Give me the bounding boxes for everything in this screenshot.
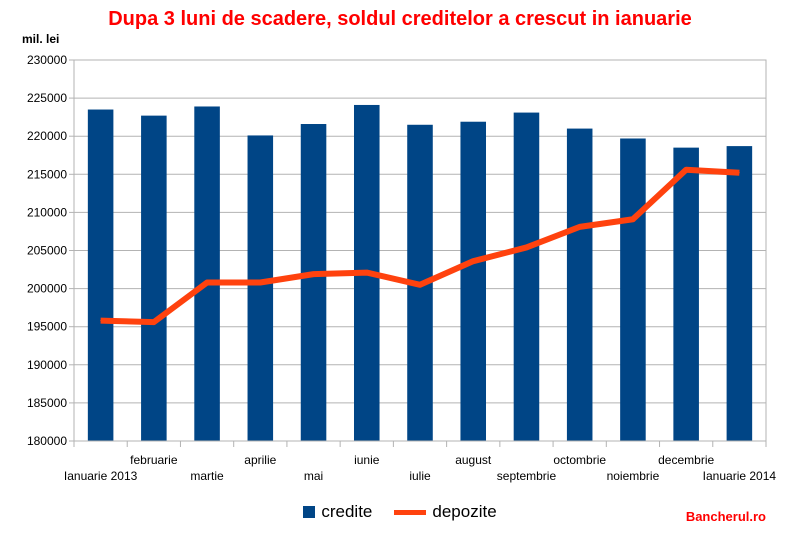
axes bbox=[69, 59, 767, 447]
point-depozite bbox=[313, 273, 315, 275]
x-tick-label: august bbox=[455, 453, 492, 467]
point-depozite bbox=[579, 226, 581, 228]
y-tick-label: 190000 bbox=[27, 358, 67, 372]
point-depozite bbox=[366, 272, 368, 274]
point-depozite bbox=[259, 282, 261, 284]
bar-series-credite bbox=[87, 104, 753, 442]
bar-credite bbox=[300, 124, 327, 442]
x-tick-label: decembrie bbox=[658, 453, 714, 467]
x-tick-label: mai bbox=[304, 469, 323, 483]
y-tick-label: 185000 bbox=[27, 396, 67, 410]
point-depozite bbox=[153, 321, 155, 323]
bar-credite bbox=[141, 115, 167, 441]
y-tick-label: 205000 bbox=[27, 244, 67, 258]
point-depozite bbox=[472, 260, 474, 262]
bar-credite bbox=[247, 135, 274, 442]
bar-credite bbox=[513, 112, 540, 441]
y-tick-label: 230000 bbox=[27, 53, 67, 67]
x-tick-label: iulie bbox=[409, 469, 431, 483]
y-tick-label: 200000 bbox=[27, 282, 67, 296]
x-tick-label: octombrie bbox=[553, 453, 606, 467]
bar-credite bbox=[566, 128, 593, 441]
x-tick-labels: Ianuarie 2013 februarie martie aprilie mai iu… bbox=[64, 453, 776, 483]
legend-label-credite: credite bbox=[321, 502, 373, 521]
point-depozite bbox=[738, 172, 740, 174]
y-tick-label: 225000 bbox=[27, 91, 67, 105]
y-tick-label: 180000 bbox=[27, 434, 67, 448]
legend-item-depozite: depozite bbox=[394, 502, 497, 522]
y-axis-label: mil. lei bbox=[22, 32, 60, 46]
x-tick-label: februarie bbox=[130, 453, 178, 467]
x-tick-label: aprilie bbox=[244, 453, 276, 467]
chart-area: 180000 185000 190000 195000 200000 205000 2100… bbox=[27, 53, 776, 483]
bar-credite bbox=[620, 138, 646, 441]
point-depozite bbox=[632, 218, 634, 220]
x-tick-label: martie bbox=[190, 469, 224, 483]
bar-credite bbox=[726, 146, 753, 441]
y-tick-label: 220000 bbox=[27, 129, 67, 143]
y-tick-label: 215000 bbox=[27, 167, 67, 181]
x-tick-label: Ianuarie 2014 bbox=[703, 469, 777, 483]
chart-title: Dupa 3 luni de scadere, soldul creditelo… bbox=[108, 8, 692, 30]
legend-swatch-depozite bbox=[394, 509, 427, 515]
line-series-depozite bbox=[100, 166, 740, 326]
bar-credite bbox=[460, 121, 487, 442]
plot-border bbox=[73, 59, 767, 442]
point-depozite bbox=[419, 284, 421, 286]
x-tick-label: iunie bbox=[354, 453, 380, 467]
point-depozite bbox=[206, 282, 208, 284]
x-tick-label: Ianuarie 2013 bbox=[64, 469, 138, 483]
bar-credite bbox=[673, 147, 699, 441]
y-tick-labels: 180000 185000 190000 195000 200000 205000 2100… bbox=[27, 53, 67, 448]
legend-label-depozite: depozite bbox=[432, 502, 497, 521]
bar-credite bbox=[87, 109, 114, 441]
brand-watermark: Bancherul.ro bbox=[685, 509, 766, 524]
bar-credite bbox=[194, 106, 220, 442]
y-tick-label: 210000 bbox=[27, 205, 67, 219]
legend-swatch-credite bbox=[303, 506, 316, 518]
point-depozite bbox=[525, 246, 527, 248]
x-tick-label: septembrie bbox=[497, 469, 557, 483]
point-depozite bbox=[685, 169, 687, 171]
x-tick-label: noiembrie bbox=[607, 469, 660, 483]
legend-item-credite: credite bbox=[303, 502, 372, 522]
point-depozite bbox=[100, 320, 102, 322]
legend: credite depozite bbox=[0, 502, 800, 522]
y-tick-label: 195000 bbox=[27, 320, 67, 334]
